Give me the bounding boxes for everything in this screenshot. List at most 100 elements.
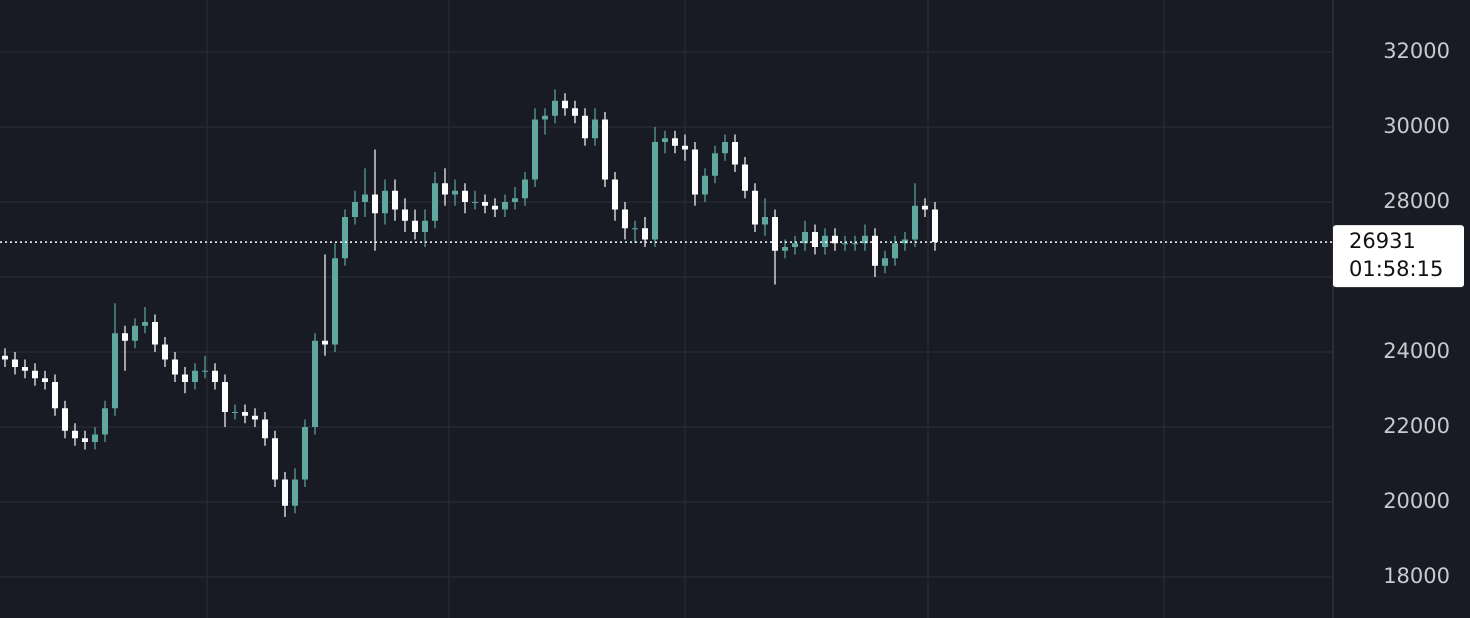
candle-body	[52, 382, 58, 409]
candle-body	[592, 119, 598, 139]
candle-body	[692, 149, 698, 195]
candle-body	[222, 382, 228, 413]
candle-body	[172, 359, 178, 375]
candle-body	[702, 175, 708, 195]
candle-body	[502, 202, 508, 210]
candle-body	[202, 370, 208, 372]
candle-body	[352, 202, 358, 218]
candle-body	[712, 153, 718, 176]
candle-body	[842, 243, 848, 245]
candle-body	[792, 243, 798, 248]
candle-body	[862, 235, 868, 244]
candle-body	[572, 108, 578, 116]
candle-body	[912, 205, 918, 240]
candle-body	[42, 378, 48, 383]
candle-body	[812, 232, 818, 248]
candle-body	[872, 235, 878, 266]
candle-body	[282, 479, 288, 506]
candle-body	[112, 333, 118, 409]
candle-body	[472, 202, 478, 204]
candle-body	[722, 142, 728, 154]
candle-body	[752, 190, 758, 225]
candle-body	[482, 202, 488, 206]
candle-body	[562, 100, 568, 109]
y-tick-label: 30000	[1383, 114, 1450, 138]
candle-body	[412, 220, 418, 233]
candle-body	[372, 194, 378, 214]
candle-body	[932, 209, 938, 243]
candle-body	[642, 228, 648, 240]
candle-body	[162, 344, 168, 360]
candle-body	[102, 408, 108, 435]
grid	[0, 51, 1333, 578]
candles	[2, 89, 938, 518]
candle-body	[462, 190, 468, 203]
candle-body	[612, 179, 618, 210]
candle-body	[392, 190, 398, 210]
candle-body	[212, 370, 218, 383]
candle-body	[762, 217, 768, 225]
candle-body	[662, 138, 668, 143]
candle-body	[432, 183, 438, 221]
candle-body	[852, 243, 858, 245]
candle-body	[402, 209, 408, 221]
vertical-grid	[206, 0, 1165, 618]
candle-body	[632, 228, 638, 230]
overlay: 1800020000220002400026000280003000032000…	[0, 39, 1464, 588]
candle-body	[252, 415, 258, 420]
candle-body	[362, 194, 368, 203]
candle-body	[552, 100, 558, 116]
candle-body	[522, 179, 528, 199]
candle-body	[672, 138, 678, 146]
candle-body	[732, 142, 738, 165]
last-price-label: 26931	[1349, 229, 1416, 253]
candle-body	[22, 367, 28, 371]
candle-body	[242, 412, 248, 416]
candle-body	[532, 119, 538, 180]
candle-body	[62, 408, 68, 431]
candle-body	[82, 438, 88, 443]
y-tick-label: 32000	[1383, 39, 1450, 63]
candle-body	[422, 220, 428, 233]
candle-body	[152, 322, 158, 345]
candle-body	[512, 198, 518, 203]
countdown-label: 01:58:15	[1349, 257, 1443, 281]
candle-body	[922, 205, 928, 210]
y-tick-label: 22000	[1383, 414, 1450, 438]
candle-body	[802, 232, 808, 244]
candle-body	[312, 340, 318, 428]
candle-body	[92, 434, 98, 443]
y-tick-label: 20000	[1383, 489, 1450, 513]
candle-body	[32, 370, 38, 379]
candle-body	[382, 190, 388, 214]
candle-body	[742, 164, 748, 191]
candle-body	[292, 479, 298, 506]
candle-body	[12, 359, 18, 368]
candle-body	[682, 145, 688, 150]
candle-body	[602, 119, 608, 180]
candle-body	[492, 205, 498, 210]
candle-body	[782, 247, 788, 251]
candle-body	[622, 209, 628, 229]
candle-body	[142, 322, 148, 326]
y-tick-label: 24000	[1383, 339, 1450, 363]
candle-body	[272, 438, 278, 480]
candle-body	[882, 258, 888, 266]
candle-body	[192, 370, 198, 383]
candle-body	[2, 355, 8, 360]
candle-body	[182, 374, 188, 383]
candle-body	[582, 115, 588, 139]
candle-body	[652, 142, 658, 240]
candle-body	[262, 419, 268, 439]
y-tick-label: 18000	[1383, 564, 1450, 588]
candle-body	[542, 115, 548, 120]
candle-body	[332, 258, 338, 345]
candle-body	[772, 217, 778, 251]
candle-body	[122, 333, 128, 341]
candle-body	[232, 412, 238, 414]
candle-body	[452, 190, 458, 195]
candle-body	[442, 183, 448, 195]
